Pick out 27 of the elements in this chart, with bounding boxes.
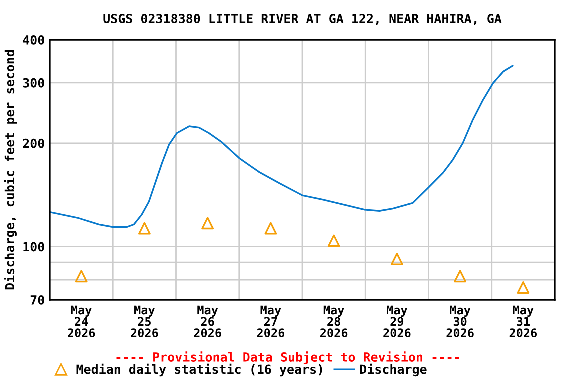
x-tick-label: May 24 2026 [68, 306, 96, 338]
point [390, 253, 404, 266]
legend-label: Median daily statistic (16 years) [76, 364, 322, 377]
y-tick-label: 400 [23, 35, 44, 45]
point [454, 270, 467, 283]
y-tick-label: 100 [24, 242, 44, 252]
point [517, 282, 530, 294]
y-axis-title: Discharge, cubic feet per second [4, 50, 18, 290]
x-tick-label: May 30 2026 [446, 306, 474, 338]
y-tick-label: 300 [23, 78, 44, 88]
text: ---- Provisional Data Subject to Revision ---- [116, 352, 460, 364]
point [75, 270, 88, 283]
line-series [50, 65, 514, 228]
point [202, 217, 214, 230]
y-tick-label: 70 [30, 295, 44, 305]
x-tick-label: May 27 2026 [257, 306, 285, 338]
x-tick-label: May 25 2026 [131, 306, 158, 338]
point [138, 222, 151, 235]
x-tick-label: May 31 2026 [510, 306, 538, 338]
point [264, 222, 278, 235]
x-tick-label: May 28 2026 [320, 306, 348, 338]
legend-label: Discharge [360, 364, 427, 377]
chart-title: USGS 02318380 LITTLE RIVER AT GA 122, NEAR HAHIRA, GA [104, 14, 502, 26]
x-tick-label: May 26 2026 [194, 306, 222, 338]
x-tick-label: May 29 2026 [384, 306, 411, 338]
point [328, 234, 340, 248]
y-tick-label: 200 [23, 138, 44, 148]
